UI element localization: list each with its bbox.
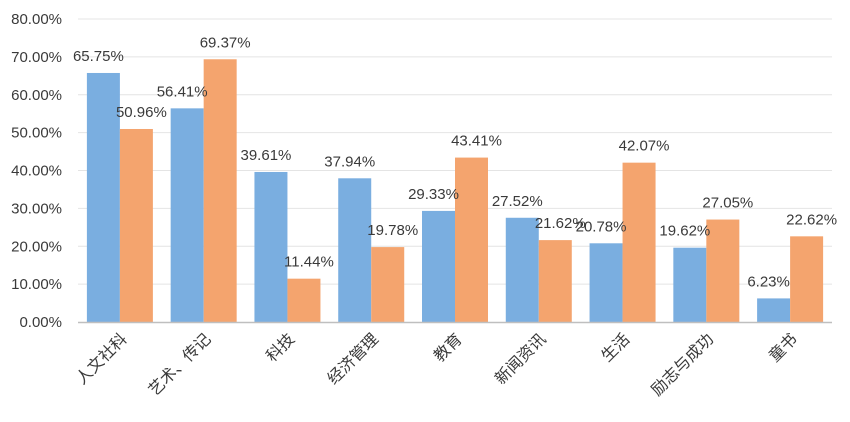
y-tick-label: 50.00% [11, 125, 62, 142]
category-label: 经济管理 [323, 329, 382, 388]
bar-series-2 [203, 59, 237, 323]
y-tick-label: 0.00% [19, 314, 62, 331]
y-tick-label: 70.00% [11, 49, 62, 66]
category-label: 新闻资讯 [491, 329, 550, 388]
bar-series-2 [455, 157, 488, 322]
data-label: 69.37% [200, 34, 251, 51]
bar-series-1 [757, 298, 791, 322]
bar-series-2 [371, 247, 405, 322]
y-tick-label: 60.00% [11, 87, 62, 104]
data-label: 27.05% [702, 195, 753, 212]
data-label: 29.33% [408, 186, 459, 203]
y-tick-label: 30.00% [11, 200, 62, 217]
bar-series-1 [338, 178, 372, 322]
data-label: 42.07% [619, 138, 670, 155]
data-label: 21.62% [535, 215, 586, 232]
bar-series-1 [673, 247, 707, 322]
data-label: 37.94% [324, 153, 375, 170]
category-label: 人文社科 [72, 329, 131, 388]
y-tick-label: 40.00% [11, 163, 62, 180]
y-axis-ticks: 0.00% 10.00% 20.00% 30.00% 40.00% 50.00% 60.00… [11, 11, 62, 331]
category-labels: 人文社科 艺术、传记 科技 经济管理 教育 新闻资讯 生活 励志与成功 童书 [72, 329, 801, 399]
bar-series-2 [119, 128, 153, 322]
data-label: 22.62% [786, 211, 837, 228]
bar-series-2 [287, 278, 321, 322]
y-tick-label: 20.00% [11, 238, 62, 255]
data-label: 6.23% [747, 273, 790, 290]
bar-series-1 [170, 108, 204, 322]
category-label: 教育 [430, 329, 466, 365]
y-tick-label: 10.00% [11, 276, 62, 293]
category-label: 艺术、传记 [144, 329, 214, 399]
bar-series-1 [505, 217, 539, 322]
bar-series-1 [254, 171, 288, 322]
bar-series-2 [538, 240, 572, 322]
data-label: 11.44% [284, 254, 334, 271]
category-label: 生活 [597, 329, 633, 365]
data-label: 65.75% [73, 48, 124, 65]
bars [86, 59, 824, 323]
data-label: 56.41% [157, 83, 208, 100]
bar-series-2 [622, 162, 656, 322]
data-label: 43.41% [451, 133, 502, 150]
category-label: 励志与成功 [647, 329, 717, 399]
data-label: 50.96% [116, 104, 167, 121]
y-tick-label: 80.00% [11, 11, 62, 28]
data-label: 39.61% [241, 147, 292, 164]
data-labels: 65.75% 50.96% 56.41% 69.37% 39.61% 11.44% 37.9… [73, 34, 837, 290]
data-label: 27.52% [492, 193, 543, 210]
data-label: 20.78% [576, 218, 627, 235]
bar-series-1 [589, 243, 623, 322]
category-label: 童书 [765, 329, 801, 365]
bar-series-2 [706, 219, 740, 322]
bar-series-2 [790, 236, 824, 322]
data-label: 19.78% [367, 222, 418, 239]
bar-series-1 [86, 72, 120, 322]
category-label: 科技 [262, 329, 298, 365]
data-label: 19.62% [659, 223, 710, 240]
bar-series-1 [422, 210, 455, 322]
